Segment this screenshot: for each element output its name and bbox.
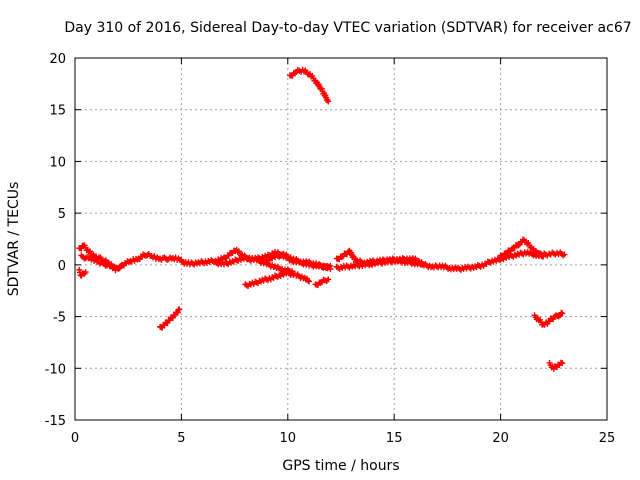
y-tick-label: -15	[45, 414, 66, 429]
x-tick-label: 15	[386, 431, 403, 446]
series-arc-late-2	[497, 249, 547, 263]
chart-title: Day 310 of 2016, Sidereal Day-to-day VTE…	[64, 20, 631, 36]
data-point	[116, 264, 123, 271]
data-point	[176, 306, 183, 313]
series-arc-neg-5	[531, 309, 566, 328]
data-point	[174, 309, 181, 316]
data-point	[561, 251, 568, 258]
data-point	[559, 310, 566, 317]
series-arc-start-drop	[76, 266, 89, 279]
series-arc-main-early-lower	[78, 252, 123, 274]
data-point	[515, 242, 522, 249]
data-point	[305, 277, 312, 284]
grid	[75, 58, 607, 420]
data-point	[559, 360, 566, 367]
series-arc-neg-2	[242, 268, 313, 290]
series-arc-mid-2	[212, 253, 296, 276]
data-point	[327, 265, 334, 272]
y-tick-label: 15	[49, 104, 66, 119]
series-arc-neg-10	[546, 359, 566, 372]
data-point	[418, 261, 425, 268]
y-tick-label: 20	[49, 52, 66, 67]
data-point	[338, 253, 345, 260]
x-tick-label: 20	[492, 431, 509, 446]
y-tick-label: 5	[58, 207, 66, 222]
y-tick-label: -10	[45, 362, 66, 377]
data-points	[76, 66, 568, 372]
data-point	[111, 264, 118, 271]
y-tick-label: -5	[53, 311, 66, 326]
x-axis-title: GPS time / hours	[282, 458, 399, 474]
x-tick-label: 0	[71, 431, 79, 446]
x-tick-label: 10	[280, 431, 297, 446]
series-arc-mid-late-2	[333, 256, 425, 272]
ticks: 0 5 10 15 20 25 -15 -10 -5 0 5 10 15 20	[45, 52, 616, 446]
data-point	[325, 276, 332, 283]
data-point	[82, 269, 89, 276]
x-tick-label: 25	[599, 431, 616, 446]
data-point	[540, 253, 547, 260]
series-arc-high	[286, 66, 332, 105]
y-tick-label: 10	[49, 155, 66, 170]
series-arc-mid-3	[263, 250, 334, 272]
data-point	[325, 98, 332, 105]
x-tick-label: 5	[177, 431, 185, 446]
series-arc-neg-2b	[312, 276, 332, 289]
plot-frame	[74, 57, 608, 421]
y-axis-title: SDTVAR / TECUs	[6, 182, 22, 297]
data-point	[317, 279, 324, 286]
data-point	[292, 70, 299, 77]
y-tick-label: 0	[58, 259, 66, 274]
series-arc-neg-6	[157, 306, 183, 331]
data-point	[306, 278, 313, 285]
